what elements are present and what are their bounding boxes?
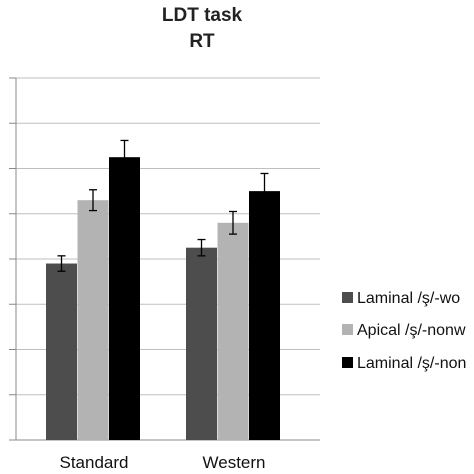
y-axis-ticks <box>9 77 16 441</box>
legend-swatch-laminal-nonword <box>342 357 353 368</box>
legend-label-laminal-nonword: Laminal /ş/-non <box>357 355 466 372</box>
category-label-standard: Standard <box>60 453 129 472</box>
bar <box>109 157 140 440</box>
legend-swatch-laminal-word <box>342 292 353 303</box>
chart-title-line-2: RT <box>189 31 215 52</box>
category-label-western: Western <box>203 453 266 472</box>
legend: Laminal /ş/-wo Apical /ş/-nonw Laminal /… <box>342 290 466 372</box>
bar <box>186 247 217 440</box>
legend-label-apical-nonword: Apical /ş/-nonw <box>357 322 466 339</box>
chart-title-line-1: LDT task <box>162 5 243 26</box>
bar <box>249 191 280 440</box>
bar <box>77 200 109 440</box>
legend-label-laminal-word: Laminal /ş/-wo <box>357 290 460 307</box>
bars <box>46 157 280 440</box>
error-bars <box>57 139 269 272</box>
legend-swatch-apical-nonword <box>342 324 353 335</box>
bar <box>217 222 249 440</box>
bar <box>46 263 77 440</box>
